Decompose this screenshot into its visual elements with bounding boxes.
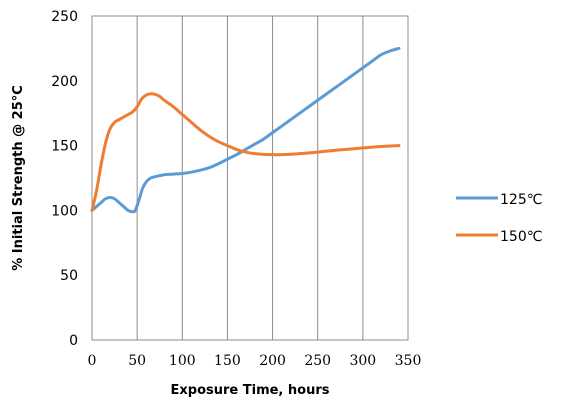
series-layer [90,46,401,214]
series-line-1 [90,46,401,214]
y-tick-labels: 0 50 100 150 200 250 [51,9,78,349]
y-tick-label: 200 [51,74,78,90]
x-tick-label: 50 [128,353,146,369]
x-axis-title: Exposure Time, hours [171,383,330,398]
y-tick-label: 100 [51,203,78,219]
x-tick-label: 100 [169,353,196,369]
x-tick-label: 200 [259,353,286,369]
legend-label: 150℃ [500,229,542,245]
y-tick-label: 250 [51,9,78,25]
x-tick-label: 250 [304,353,331,369]
y-axis-title: % Initial Strength @ 25°C [11,85,26,271]
x-tick-labels: 0 50 100 150 200 250 300 350 [88,353,422,369]
x-tick-label: 350 [395,353,422,369]
y-tick-label: 150 [51,139,78,155]
x-tick-label: 150 [214,353,241,369]
x-tick-label: 0 [88,353,97,369]
legend: 125℃ 150℃ [456,192,542,245]
x-tick-label: 300 [349,353,376,369]
plot-frame [91,15,409,341]
series-line-2 [90,92,401,212]
y-tick-label: 0 [69,333,78,349]
gridlines [91,16,409,340]
y-tick-label: 50 [60,268,78,284]
legend-label: 125℃ [500,192,542,208]
